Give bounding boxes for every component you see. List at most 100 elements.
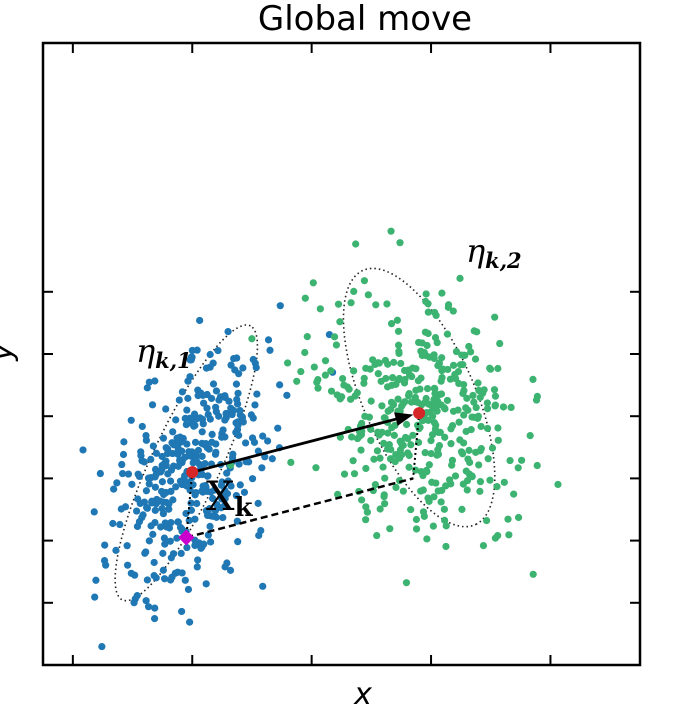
cluster-2-point [348, 433, 356, 441]
cluster-2-point [425, 353, 434, 361]
cluster-1-point [142, 548, 150, 556]
cluster-2-ellipse [342, 267, 496, 528]
cluster-2-point [471, 355, 480, 363]
cluster-1-point [274, 424, 282, 432]
cluster-2-point [437, 498, 445, 506]
cluster-1-point [137, 452, 145, 460]
cluster-1-point [204, 410, 212, 419]
cluster-1-point [215, 396, 223, 404]
cluster-2-point [455, 379, 463, 388]
cluster-2-point [438, 289, 446, 297]
cluster-2-point [477, 422, 485, 431]
cluster-2-point [360, 277, 369, 285]
cluster-1-point [162, 405, 170, 413]
cluster-1-point [145, 378, 153, 386]
cluster-2-point [350, 287, 358, 295]
cluster-2-point [458, 351, 466, 359]
cluster-2-point [371, 481, 379, 489]
cluster-2-point [514, 464, 522, 472]
cluster-1-point [165, 505, 173, 513]
cluster-2-point [496, 339, 504, 348]
cluster-2-point [425, 497, 433, 505]
cluster-1-point [182, 420, 190, 429]
cluster-2-point [446, 476, 454, 484]
cluster-2-point [493, 483, 501, 491]
cluster-1-point [152, 449, 160, 457]
cluster-2-point [402, 579, 411, 587]
cluster-1-point [258, 464, 266, 472]
cluster-2-point [491, 402, 499, 410]
cluster-2-point [362, 464, 370, 473]
cluster-2-point [491, 392, 500, 400]
cluster-2-point [404, 435, 412, 443]
cluster-2-point [392, 483, 400, 492]
cluster-1-point [166, 477, 175, 485]
cluster-2-point [430, 493, 438, 501]
cluster-1-point [264, 437, 272, 445]
cluster-2-point [362, 516, 370, 524]
cluster-2-point [465, 342, 473, 351]
cluster-2-point [443, 396, 451, 405]
cluster-1-point [143, 504, 152, 512]
cluster-1-point [283, 391, 291, 399]
cluster-1-point [215, 412, 223, 420]
cluster-2-point [321, 357, 330, 365]
cluster-1-point [189, 459, 197, 467]
cluster-1-point [247, 411, 255, 419]
cluster-1-point [221, 392, 229, 400]
cluster-2-point [303, 333, 311, 341]
cluster-1-point [234, 538, 242, 546]
cluster-1-point [233, 517, 241, 525]
cluster-1-point [233, 354, 241, 362]
cluster-2-point [504, 515, 512, 523]
x-k-subscript: k [234, 493, 253, 523]
cluster-2-point [439, 365, 447, 373]
cluster-1-point [241, 439, 250, 447]
cluster-1-point [91, 593, 99, 601]
cluster-2-point [494, 364, 502, 373]
cluster-2-point [374, 370, 382, 378]
cluster-2-point [365, 413, 373, 421]
cluster-1-point [147, 455, 155, 463]
cluster-2-point [494, 424, 502, 432]
cluster-1-point [183, 543, 191, 552]
cluster-2-point [283, 359, 292, 367]
cluster-2-point [407, 505, 415, 514]
cluster-2-point [412, 365, 420, 373]
cluster-1-point [188, 346, 196, 355]
cluster-1-point [178, 388, 186, 396]
cluster-1-point [152, 470, 160, 479]
cluster-1-point [259, 432, 267, 440]
cluster-1-point [169, 428, 177, 436]
cluster-1-point [98, 642, 106, 651]
cluster-1-point [209, 380, 218, 388]
cluster-2-point [476, 487, 484, 495]
cluster-1-point [196, 316, 204, 325]
cluster-2-point [443, 330, 452, 338]
cluster-2-point [411, 466, 420, 474]
cluster-1-point [191, 515, 199, 523]
cluster-2-point [460, 387, 468, 395]
eta-k1-label: ηk,1 [136, 332, 192, 373]
cluster-2-point [460, 411, 468, 419]
cluster-2-point [449, 307, 457, 315]
cluster-1-point [194, 446, 203, 454]
cluster-1-point [174, 444, 182, 452]
cluster-1-point [235, 431, 243, 439]
cluster-2-point [436, 390, 444, 398]
cluster-2-point [442, 522, 450, 530]
cluster-1-point [161, 540, 169, 548]
cluster-2-point [405, 371, 414, 379]
cluster-1-point [159, 566, 167, 574]
cluster-2-point [458, 505, 466, 513]
cluster-2-point [396, 239, 404, 247]
cluster-1-point [207, 394, 216, 403]
cluster-1-point [198, 452, 206, 460]
cluster-2-point [441, 516, 449, 524]
cluster-2-point [340, 381, 348, 389]
cluster-1-point [180, 475, 188, 483]
cluster-2-point [427, 449, 435, 458]
cluster-2-point [330, 333, 339, 341]
cluster-1-point [116, 520, 124, 529]
cluster-2-point [422, 394, 430, 403]
